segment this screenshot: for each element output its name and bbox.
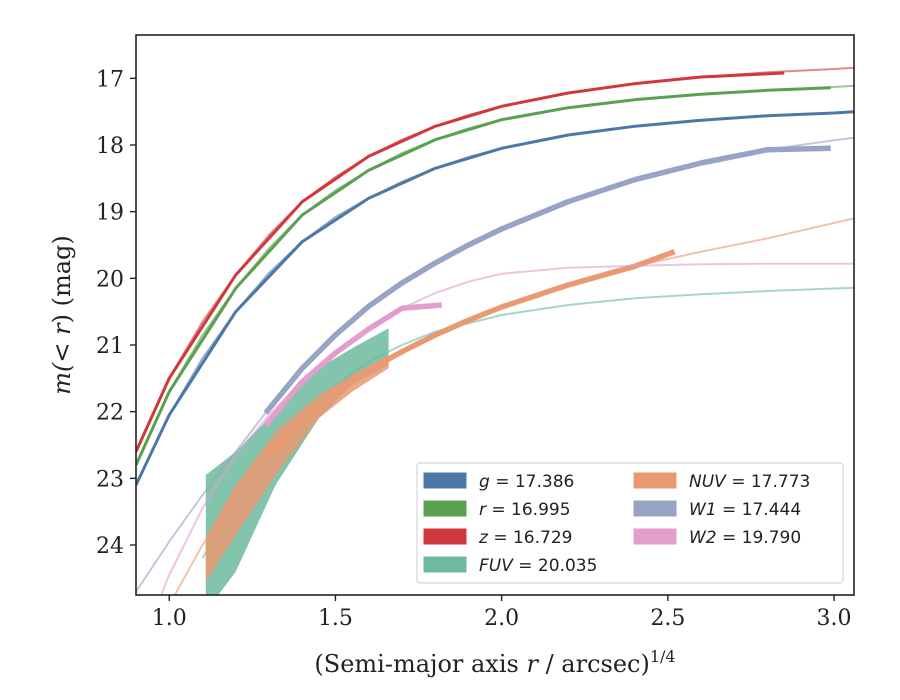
x-axis-label-var: r	[526, 650, 539, 678]
legend-swatch-z	[423, 528, 467, 545]
legend-swatch-r	[423, 500, 467, 517]
legend: g = 17.386 r = 16.995 z = 16.729 FUV = 20.0…	[416, 462, 844, 584]
series-data-line-z	[136, 71, 785, 453]
x-tick-label: 3.0	[817, 606, 852, 631]
y-tick-label: 18	[96, 134, 124, 159]
y-tick-label: 23	[96, 467, 124, 492]
legend-label-w2: W2 = 19.790	[689, 528, 801, 548]
legend-label-z: z = 16.729	[478, 528, 572, 548]
y-axis-label-var: r	[48, 322, 76, 335]
legend-label-g: g = 17.386	[479, 472, 574, 492]
series-data-line-r	[136, 86, 831, 466]
x-tick-label: 1.5	[318, 606, 353, 631]
legend-label-nuv: NUV = 17.773	[689, 472, 810, 492]
series-band-fuv	[205, 328, 389, 595]
x-tick-label: 2.0	[484, 606, 519, 631]
y-axis-label: m(< r) (mag)	[48, 235, 76, 395]
y-tick-label: 21	[96, 334, 124, 359]
y-axis-label-suffix: ) (mag)	[48, 235, 76, 323]
legend-swatch-fuv	[423, 556, 467, 573]
y-tick-label: 24	[96, 534, 124, 559]
y-axis-label-prefix: m(<	[48, 335, 76, 395]
x-axis: 1.0 1.5 2.0 2.5 3.0	[152, 595, 852, 631]
series-band-nuv	[205, 355, 389, 582]
legend-frame	[416, 462, 844, 584]
x-tick-label: 1.0	[152, 606, 187, 631]
x-axis-label-main: (Semi-major axis	[314, 650, 526, 678]
legend-swatch-w2	[633, 528, 677, 545]
plot-frame	[135, 34, 855, 596]
y-tick-label: 17	[96, 67, 124, 92]
series-data-line-g	[136, 110, 854, 486]
legend-swatch-nuv	[633, 472, 677, 489]
y-axis: 17 18 19 20 21 22 23 24	[96, 67, 136, 559]
x-tick-label: 2.5	[650, 606, 685, 631]
x-axis-label: (Semi-major axis r / arcsec)1/4	[314, 647, 675, 678]
y-tick-label: 20	[96, 267, 124, 292]
x-axis-label-unit: / arcsec)	[538, 650, 650, 678]
legend-label-r: r = 16.995	[479, 500, 571, 520]
y-tick-label: 22	[96, 401, 124, 426]
series-data-line-nuv	[267, 249, 676, 457]
legend-swatch-w1	[633, 500, 677, 517]
y-tick-label: 19	[96, 201, 124, 226]
series-data-line-w1	[263, 145, 831, 415]
legend-label-w1: W1 = 17.444	[689, 500, 801, 520]
series-layer	[136, 66, 854, 595]
legend-label-fuv: FUV = 20.035	[479, 556, 597, 576]
x-axis-label-exponent: 1/4	[650, 647, 676, 666]
series-data-line-w2	[263, 302, 443, 427]
legend-swatch-g	[423, 472, 467, 489]
